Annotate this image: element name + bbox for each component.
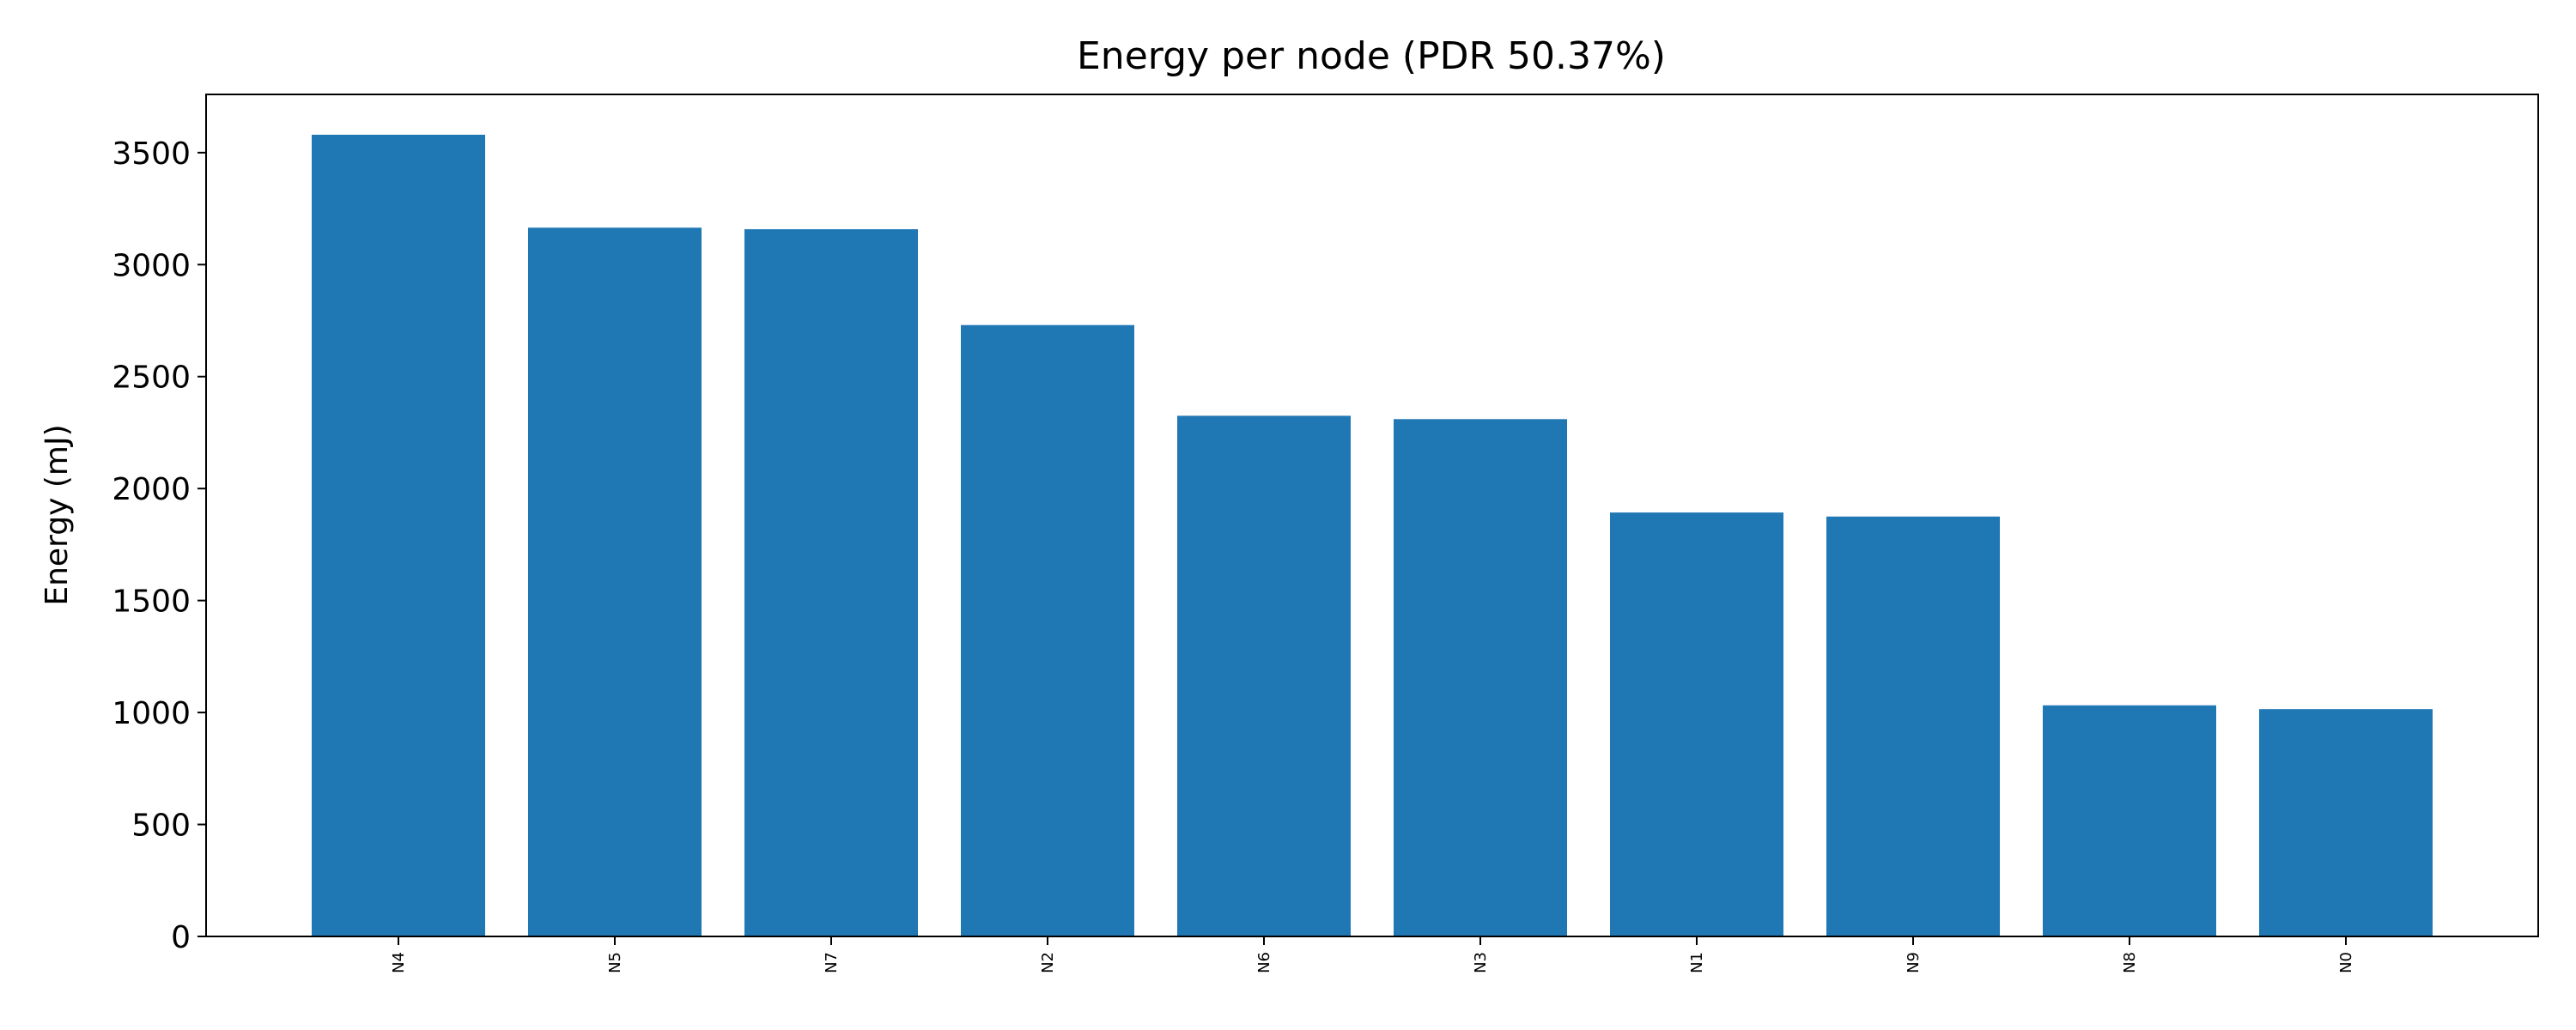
x-tick-label: N4	[390, 952, 408, 973]
bar-n9	[1826, 516, 2000, 936]
x-tick-label: N8	[2121, 952, 2139, 973]
x-tick-label: N5	[606, 952, 624, 973]
y-tick-label: 3500	[112, 136, 191, 172]
bar-n2	[961, 324, 1134, 936]
bar-n4	[312, 134, 485, 936]
x-tick-label: N3	[1472, 952, 1490, 973]
x-tick-label: N7	[823, 952, 841, 973]
bar-n5	[528, 227, 702, 936]
bar-n1	[1610, 512, 1783, 936]
bar-n0	[2259, 709, 2433, 936]
y-tick-label: 3000	[112, 248, 191, 283]
y-tick-label: 1500	[112, 585, 191, 620]
bar-n8	[2043, 705, 2216, 936]
y-axis-label: Energy (mJ)	[39, 424, 75, 605]
bar-n7	[744, 229, 918, 937]
x-axis-ticks: N4 N5 N7 N2 N6 N3 N1 N9 N8 N0	[390, 936, 2355, 973]
y-tick-label: 2500	[112, 360, 191, 396]
y-tick-label: 2000	[112, 472, 191, 507]
bars-group	[312, 134, 2433, 937]
bar-n6	[1177, 415, 1351, 937]
x-tick-label: N6	[1255, 952, 1273, 973]
y-tick-label: 0	[171, 920, 191, 955]
y-tick-label: 500	[131, 809, 191, 844]
y-tick-label: 1000	[112, 696, 191, 731]
bar-n3	[1394, 419, 1567, 936]
x-tick-label: N9	[1905, 952, 1923, 973]
plot-frame	[205, 94, 2539, 937]
x-tick-label: N1	[1688, 952, 1706, 973]
y-axis-ticks: 0 500 1000 1500 2000 2500 3000 3500	[112, 136, 206, 955]
x-tick-label: N0	[2337, 952, 2355, 973]
chart-title: Energy per node (PDR 50.37%)	[1077, 34, 1666, 78]
x-tick-label: N2	[1039, 952, 1057, 973]
